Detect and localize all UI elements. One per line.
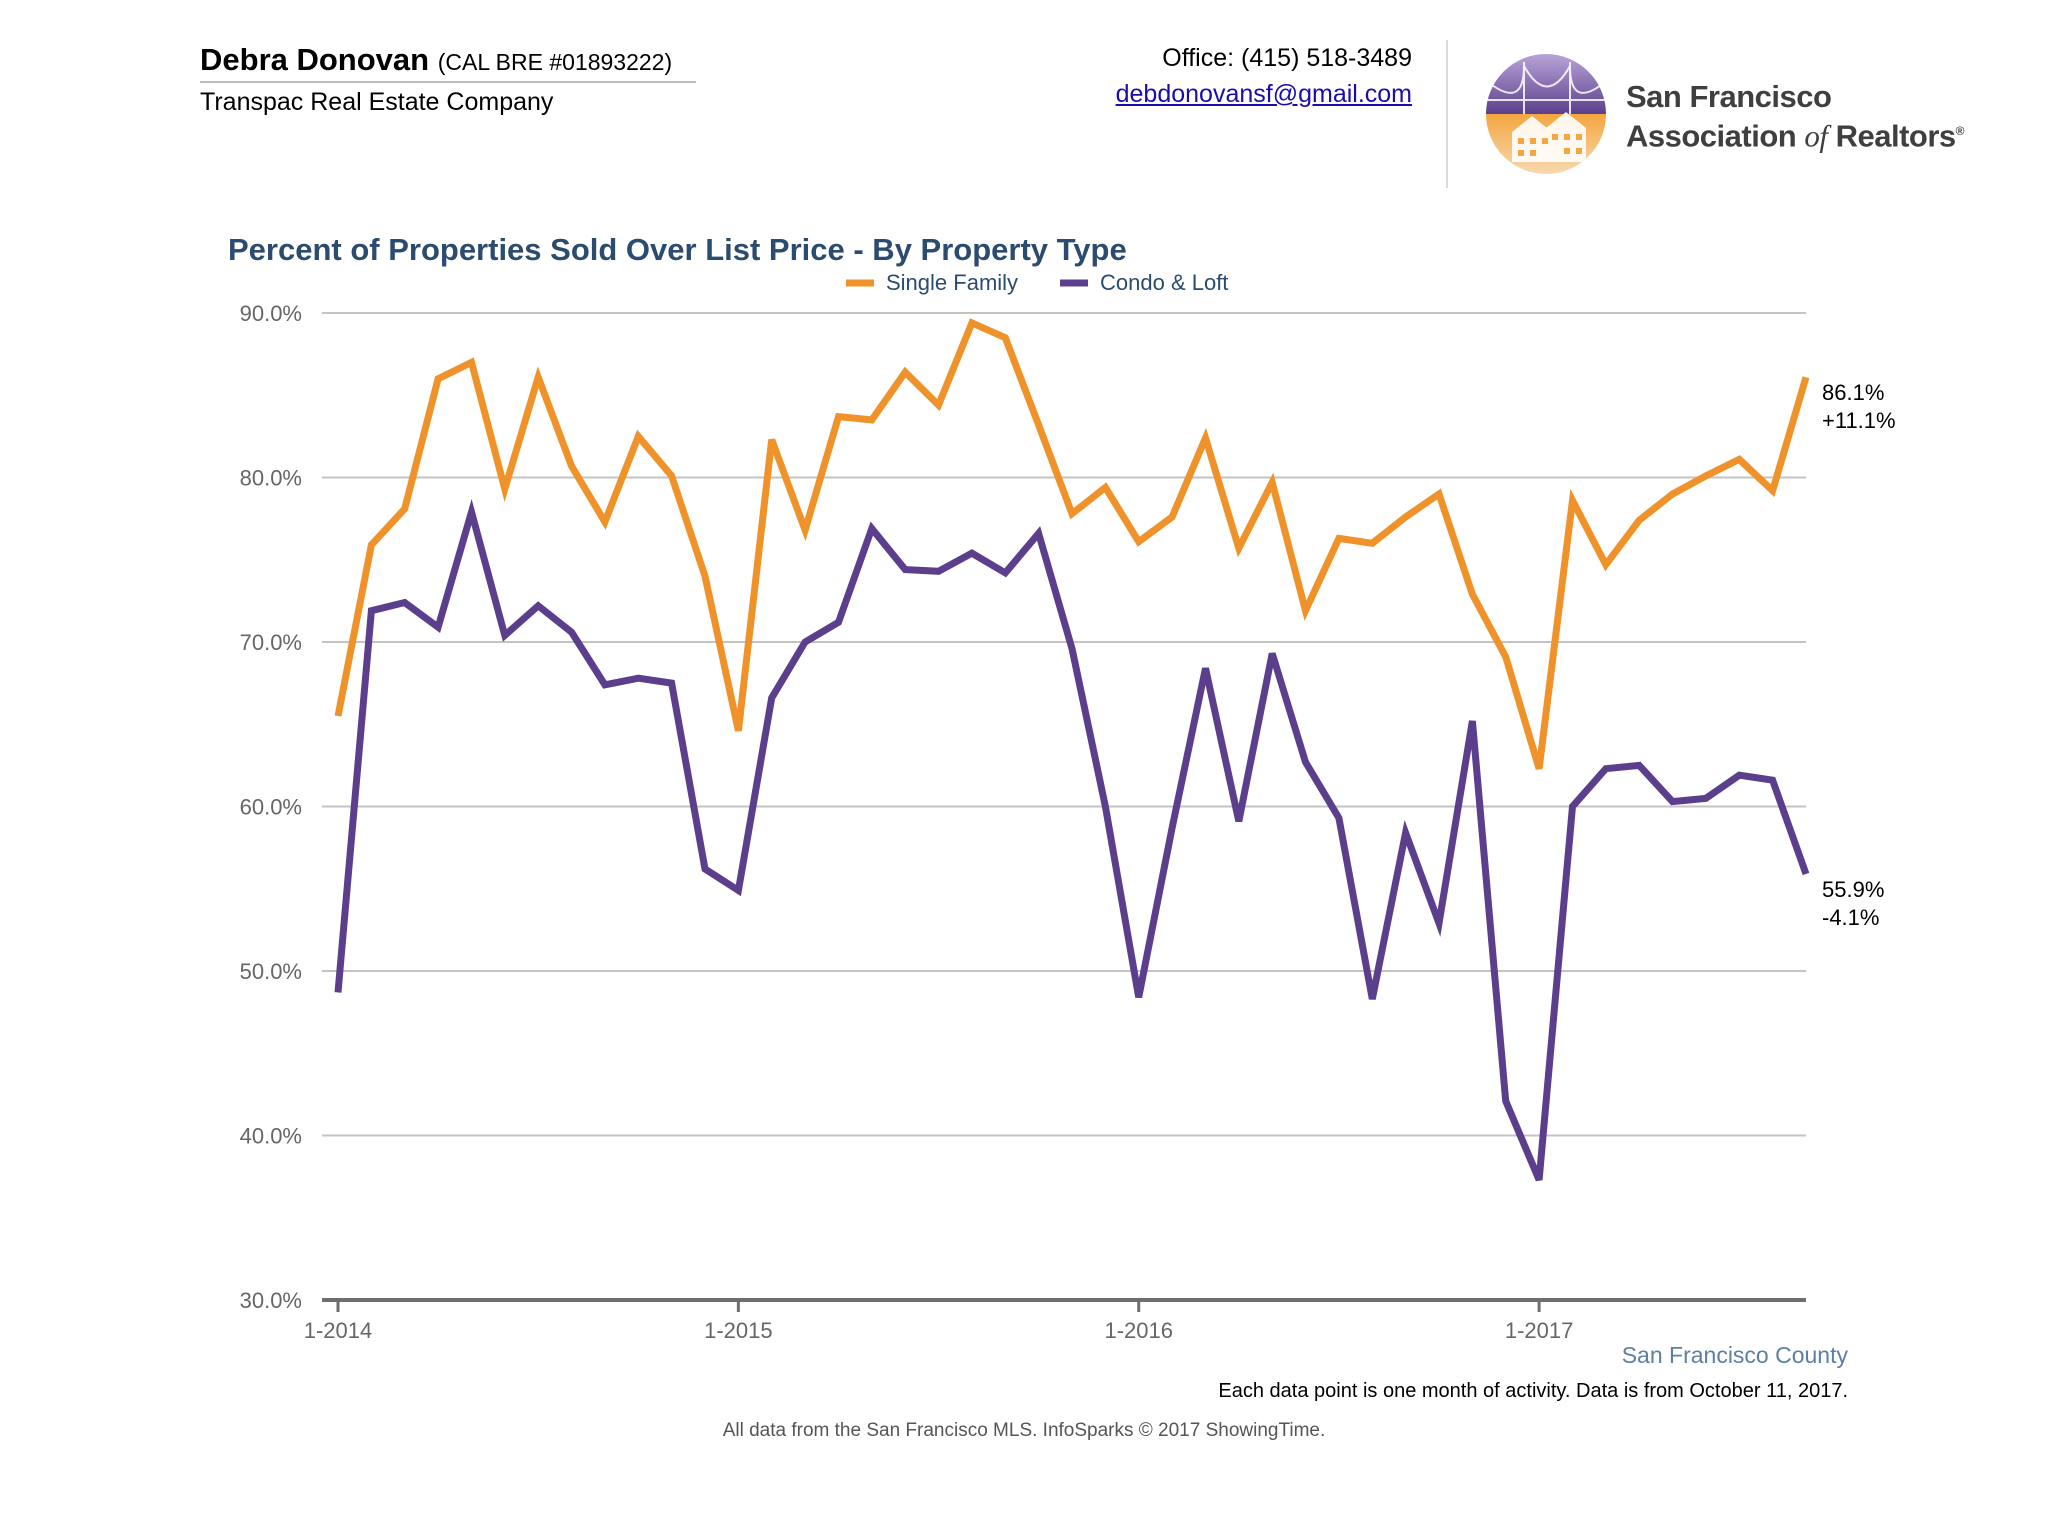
y-tick-label: 30.0% [240, 1288, 302, 1313]
realtors-logo-icon [1486, 54, 1606, 174]
y-tick-label: 40.0% [240, 1124, 302, 1149]
agent-underline [200, 81, 696, 83]
series-line-condo-loft [334, 499, 1810, 1182]
y-tick-label: 50.0% [240, 959, 302, 984]
legend-label: Condo & Loft [1100, 270, 1228, 295]
chart-title: Percent of Properties Sold Over List Pri… [228, 232, 1127, 267]
gridlines [322, 312, 1806, 1137]
end-change-label: +11.1% [1822, 408, 1896, 433]
logo-line-1: San Francisco [1626, 79, 1832, 114]
logo-registered-mark: ® [1955, 124, 1965, 138]
agent-name-line: Debra Donovan (CAL BRE #01893222) [200, 42, 672, 78]
y-tick-label: 70.0% [240, 630, 302, 655]
region-label: San Francisco County [1621, 1342, 1848, 1368]
logo-of: of [1804, 118, 1828, 154]
logo-realtors: Realtors [1835, 118, 1957, 154]
logo-association: Association [1626, 118, 1797, 154]
company-name: Transpac Real Estate Company [200, 88, 554, 116]
email-link[interactable]: debdonovansf@gmail.com [1115, 80, 1412, 108]
y-tick-label: 90.0% [240, 301, 302, 326]
logo-line-2: Association of Realtors® [1626, 114, 1965, 154]
y-tick-label: 60.0% [240, 795, 302, 820]
header-divider [1446, 40, 1448, 188]
legend: Single Family Condo & Loft [846, 270, 1228, 295]
x-tick-label: 1-2017 [1505, 1318, 1574, 1343]
y-axis-ticks: 30.0% 40.0% 50.0% 60.0% 70.0% 80.0% 90.0% [240, 301, 302, 1313]
source-credit: All data from the San Francisco MLS. Inf… [722, 1420, 1326, 1441]
x-tick-label: 1-2016 [1104, 1318, 1173, 1343]
y-tick-label: 80.0% [240, 466, 302, 491]
end-change-label: -4.1% [1822, 905, 1879, 930]
data-note: Each data point is one month of activity… [1218, 1380, 1848, 1402]
office-phone: Office: (415) 518-3489 [1162, 44, 1412, 72]
series-line-single-family [334, 318, 1810, 770]
realtors-logo-text: San Francisco Association of Realtors® [1626, 79, 1965, 154]
agent-name: Debra Donovan [200, 42, 430, 77]
x-axis-ticks: 1-2014 1-2015 1-2016 1-2017 [304, 1300, 1574, 1343]
legend-label: Single Family [886, 270, 1018, 295]
end-labels: 86.1% +11.1% 55.9% -4.1% [1822, 380, 1896, 930]
x-tick-label: 1-2014 [304, 1318, 373, 1343]
series-lines [334, 318, 1810, 1182]
end-value-label: 86.1% [1822, 380, 1884, 405]
license-number: (CAL BRE #01893222) [437, 49, 673, 75]
x-tick-label: 1-2015 [704, 1318, 773, 1343]
end-value-label: 55.9% [1822, 877, 1884, 902]
